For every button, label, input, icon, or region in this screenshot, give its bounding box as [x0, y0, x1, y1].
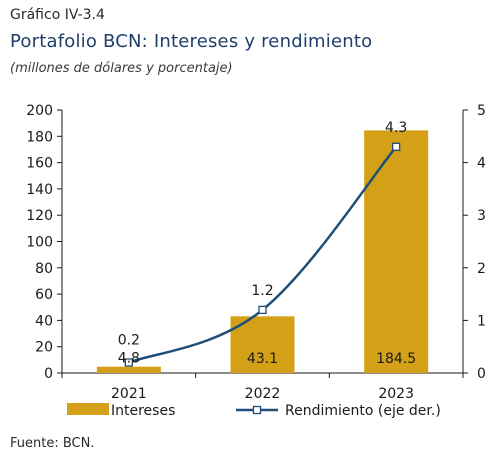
- line-point-2022: [258, 305, 267, 315]
- x-tick-label-2023: 2023: [378, 386, 414, 402]
- line-label-2023: 4.3: [385, 120, 407, 136]
- y-left-tick-label: 100: [26, 235, 53, 251]
- line-label-2022: 1.2: [251, 283, 273, 299]
- x-tick-label-2021: 2021: [111, 386, 147, 402]
- x-tick-label-2022: 2022: [245, 386, 281, 402]
- line-point-2023: [392, 142, 401, 151]
- y-left-tick-label: 200: [26, 103, 53, 119]
- bar-2023: [364, 130, 429, 373]
- data-labels: 4.8 43.1 184.5 0.2 1.2 4.3: [118, 120, 417, 367]
- bar-2021: [96, 366, 161, 373]
- legend: Intereses Rendimiento (eje der.): [67, 403, 441, 419]
- y-right-tick-label: 1: [477, 313, 486, 329]
- y-left-tick-label: 160: [26, 156, 53, 172]
- y-left-tick-label: 120: [26, 208, 53, 224]
- y-left-tick-label: 20: [35, 340, 53, 356]
- y-left-tick-label: 60: [35, 287, 53, 303]
- legend-rendimiento-marker: [252, 405, 262, 415]
- line-point-2021: [124, 358, 133, 367]
- chart-subtitle: (millones de dólares y porcentaje): [10, 61, 233, 76]
- y-left-tick-label: 180: [26, 129, 53, 145]
- bar-label-2023: 184.5: [376, 351, 416, 367]
- bar-label-2021: 4.8: [118, 351, 140, 367]
- chart-area: 0 20 40 60 80 100 120 140 160 180 200 0 1 2 3 4 5 2021 202…: [26, 103, 486, 419]
- y-right-tick-label: 5: [477, 103, 486, 119]
- legend-rendimiento-label: Rendimiento (eje der.): [285, 403, 441, 419]
- legend-intereses-label: Intereses: [111, 403, 175, 419]
- bars-group: [96, 130, 429, 373]
- y-right-tick-label: 4: [477, 156, 486, 172]
- y-left-tick-label: 140: [26, 182, 53, 198]
- y-left-tick-label: 40: [35, 313, 53, 329]
- source-note: Fuente: BCN.: [10, 436, 95, 451]
- figure-label: Gráfico IV-3.4: [10, 7, 105, 23]
- y-right-tick-label: 2: [477, 261, 486, 277]
- bar-label-2022: 43.1: [247, 351, 278, 367]
- legend-intereses-swatch: [67, 403, 109, 415]
- y-left-tick-label: 80: [35, 261, 53, 277]
- y-right-tick-label: 3: [477, 208, 486, 224]
- chart-title: Portafolio BCN: Intereses y rendimiento: [10, 31, 373, 52]
- y-left-tick-label: 0: [44, 366, 53, 382]
- y-right-tick-label: 0: [477, 366, 486, 382]
- line-group: [124, 142, 401, 367]
- axes: 0 20 40 60 80 100 120 140 160 180 200 0 1 2 3 4 5 2021 202…: [26, 103, 486, 402]
- line-label-2021: 0.2: [118, 333, 140, 349]
